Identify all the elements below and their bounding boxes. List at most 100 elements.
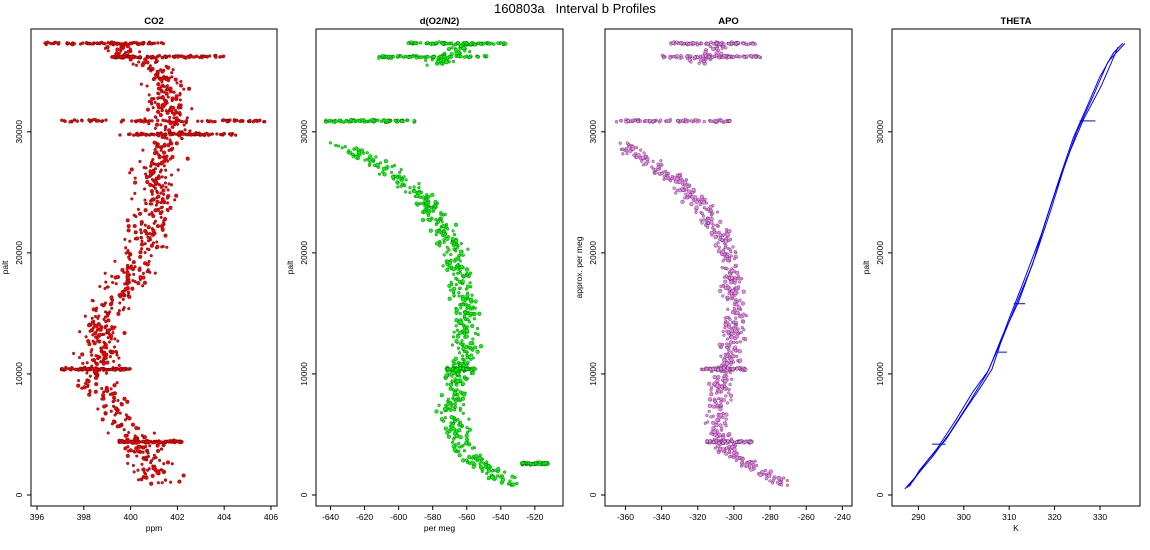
data-point [694, 199, 699, 205]
band-point [162, 55, 167, 59]
data-point [161, 188, 166, 193]
data-point [160, 481, 164, 485]
data-point [677, 174, 682, 178]
panel-0: CO2 396 398 400 402 404 406 0 10000 20000 30000 ppm… [0, 16, 278, 533]
data-point [459, 241, 463, 246]
data-point [441, 223, 446, 229]
figure-title: 160803a Interval b Profiles [494, 1, 656, 16]
data-point [122, 270, 126, 274]
data-point [452, 290, 456, 294]
data-point [716, 48, 720, 52]
data-point [155, 109, 161, 114]
data-point [767, 473, 772, 478]
data-point [162, 192, 166, 196]
data-point [185, 156, 190, 161]
band-point [716, 368, 720, 372]
data-point [428, 228, 433, 233]
data-point [654, 171, 658, 175]
data-point [164, 185, 168, 189]
data-point [728, 276, 732, 280]
band-point [400, 119, 404, 123]
data-point [723, 352, 727, 357]
data-point [398, 176, 402, 180]
data-point [160, 80, 164, 84]
data-point [730, 377, 734, 381]
band-point [723, 119, 727, 124]
data-point [427, 218, 432, 223]
data-point [732, 447, 737, 452]
band-point [232, 118, 236, 123]
data-point [482, 461, 486, 465]
data-point [450, 374, 454, 378]
data-point [170, 142, 174, 146]
data-point [112, 395, 117, 400]
data-point [453, 356, 458, 361]
data-point [722, 358, 727, 363]
data-point [166, 95, 170, 99]
data-point [116, 398, 120, 403]
band-point [688, 41, 693, 46]
data-point [711, 404, 716, 409]
band-point [176, 440, 180, 444]
data-point [641, 163, 645, 167]
data-point [486, 468, 491, 473]
data-point [162, 85, 167, 89]
data-point [139, 228, 143, 232]
band-point [191, 55, 195, 59]
data-point [694, 205, 699, 210]
band-point [735, 367, 739, 371]
data-point [144, 475, 149, 480]
data-point [146, 225, 151, 230]
data-point [452, 293, 456, 297]
data-point [126, 228, 131, 233]
data-point [163, 181, 167, 185]
data-point [683, 196, 687, 200]
data-point [106, 49, 110, 53]
data-point [736, 327, 740, 331]
data-point [720, 385, 724, 389]
data-point [135, 454, 139, 458]
data-point [140, 63, 145, 68]
data-point [490, 469, 494, 473]
data-point [713, 235, 718, 240]
data-point [110, 349, 115, 355]
data-point [646, 160, 650, 164]
band-point [444, 42, 449, 46]
data-point [170, 154, 175, 160]
band-point [90, 42, 94, 46]
data-point [760, 469, 765, 474]
band-point [461, 367, 465, 371]
data-point [449, 400, 453, 404]
data-point [418, 195, 422, 199]
data-point [153, 126, 157, 130]
data-point [714, 231, 718, 235]
data-point [467, 427, 472, 432]
data-point [95, 306, 99, 310]
data-point [451, 388, 455, 392]
data-point [438, 230, 442, 234]
theta-line [904, 46, 1119, 490]
data-point [127, 255, 131, 259]
band-point [399, 54, 403, 59]
data-point [86, 384, 90, 389]
data-point [381, 170, 385, 174]
data-point [130, 422, 136, 427]
data-point [719, 403, 723, 407]
data-point [134, 425, 139, 431]
band-point [736, 41, 741, 45]
data-point [422, 210, 427, 214]
data-point [698, 203, 702, 207]
data-point [141, 148, 145, 152]
band-point [688, 54, 693, 58]
data-point [372, 163, 377, 167]
data-point [618, 141, 622, 145]
data-point [145, 270, 149, 274]
band-point [648, 119, 652, 123]
data-point [741, 289, 746, 294]
data-point [711, 46, 716, 51]
data-point [741, 312, 746, 317]
data-point [473, 345, 478, 350]
band-point [208, 54, 212, 58]
band-point [726, 366, 730, 370]
data-point [720, 427, 724, 431]
